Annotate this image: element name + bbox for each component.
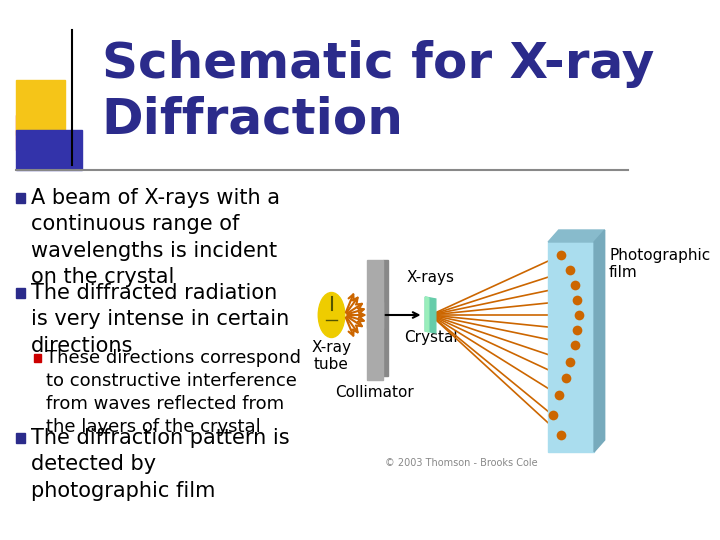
Polygon shape bbox=[594, 230, 605, 452]
Text: Photographic
film: Photographic film bbox=[609, 248, 711, 280]
Bar bbox=[34, 354, 40, 362]
Ellipse shape bbox=[318, 293, 345, 338]
Bar bbox=[16, 130, 82, 170]
Text: A beam of X-rays with a
continuous range of
wavelengths is incident
on the cryst: A beam of X-rays with a continuous range… bbox=[31, 188, 280, 287]
Text: Crystal: Crystal bbox=[404, 330, 457, 345]
Polygon shape bbox=[548, 230, 605, 242]
Bar bbox=[548, 242, 594, 452]
Text: © 2003 Thomson - Brooks Cole: © 2003 Thomson - Brooks Cole bbox=[384, 458, 537, 468]
Text: The diffracted radiation
is very intense in certain
directions: The diffracted radiation is very intense… bbox=[31, 283, 289, 356]
Text: Diffraction: Diffraction bbox=[102, 95, 403, 143]
Bar bbox=[367, 260, 383, 328]
Bar bbox=[16, 433, 24, 443]
Polygon shape bbox=[426, 297, 428, 332]
Polygon shape bbox=[426, 297, 436, 333]
Text: The diffraction pattern is
detected by
photographic film: The diffraction pattern is detected by p… bbox=[31, 428, 289, 501]
Bar bbox=[383, 260, 388, 376]
Text: These directions correspond
to constructive interference
from waves reflected fr: These directions correspond to construct… bbox=[46, 349, 301, 436]
Bar bbox=[16, 193, 24, 203]
Text: X-ray
tube: X-ray tube bbox=[312, 340, 351, 373]
Text: Collimator: Collimator bbox=[336, 385, 414, 400]
Text: Schematic for X-ray: Schematic for X-ray bbox=[102, 40, 654, 88]
Bar bbox=[16, 288, 24, 298]
Bar bbox=[16, 80, 65, 135]
Text: X-rays: X-rays bbox=[407, 270, 454, 285]
Bar bbox=[367, 302, 383, 380]
Bar bbox=[16, 115, 60, 150]
